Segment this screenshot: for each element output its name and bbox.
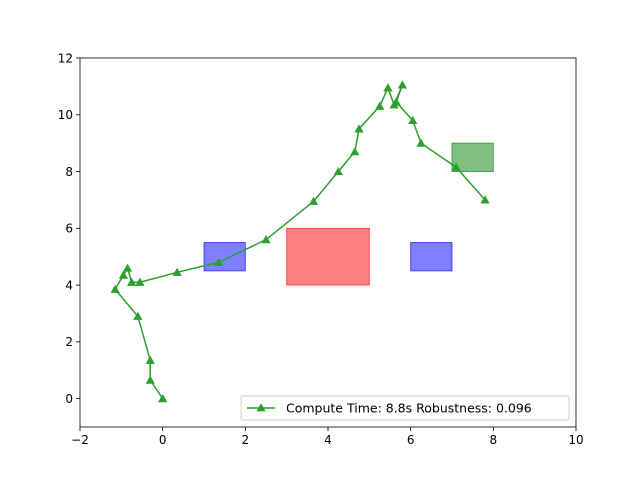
data-point-marker [375,101,385,110]
series-layer [110,80,490,403]
region-goal [451,142,494,173]
region-obstacle [286,227,370,286]
data-point-marker [354,124,364,133]
data-point-marker [383,83,393,92]
y-tick-label: 2 [65,335,73,349]
data-point-marker [172,267,182,276]
data-point-marker [333,166,343,176]
region-target-left [203,242,246,272]
data-point-marker [397,80,407,89]
shaded-regions [203,142,494,286]
data-point-marker [133,311,143,320]
data-point-marker [416,138,426,147]
legend-marker-triangle [256,403,266,412]
data-point-marker [451,162,461,171]
data-point-marker [110,284,120,293]
data-point-marker [480,195,490,204]
y-tick-label: 6 [65,222,73,236]
data-point-marker [145,355,155,364]
data-point-marker [118,270,128,279]
region-target-right [410,242,453,272]
data-point-marker [261,235,271,244]
data-point-marker [408,115,418,125]
data-point-marker [350,147,360,156]
x-tick-label: 2 [242,433,250,447]
data-point-marker [127,277,137,286]
x-tick-label: 8 [490,433,498,447]
legend: Compute Time: 8.8s Robustness: 0.096 [240,395,570,421]
y-tick-label: 4 [65,278,73,292]
data-point-marker [213,257,224,266]
x-tick-label: 6 [407,433,415,447]
x-tick-label: 4 [324,433,332,447]
y-tick-label: 0 [65,392,73,406]
data-point-marker [135,277,145,286]
x-tick-label: −2 [71,433,89,447]
x-axis-ticks: −2 0 2 4 6 8 10 [71,427,584,447]
x-tick-label: 0 [159,433,167,447]
data-point-marker [158,394,168,403]
x-tick-label: 10 [568,433,583,447]
legend-box [240,395,570,421]
data-point-marker [145,375,155,384]
y-axis-ticks: 0 2 4 6 8 10 12 [58,51,80,406]
data-point-marker [122,263,133,272]
data-point-marker [308,196,319,205]
data-point-marker [391,97,401,106]
legend-label: Compute Time: 8.8s Robustness: 0.096 [286,401,532,416]
y-tick-label: 8 [65,165,73,179]
y-tick-label: 10 [58,108,73,122]
y-tick-label: 12 [58,51,73,65]
